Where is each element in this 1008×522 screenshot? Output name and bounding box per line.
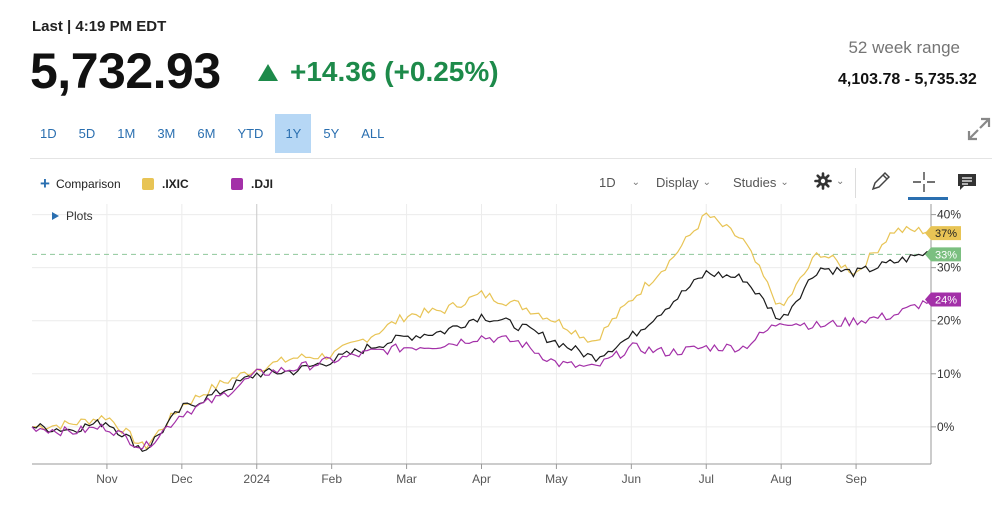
series-value-flag-0: [925, 226, 961, 241]
range-button-5y[interactable]: 5Y: [323, 126, 340, 141]
range-button-5d[interactable]: 5D: [78, 126, 96, 141]
last-time-label: Last | 4:19 PM EDT: [32, 18, 167, 35]
studies-dropdown[interactable]: Studies ⌄: [733, 175, 789, 190]
series-value-label-1: 33%: [935, 249, 957, 261]
y-tick-label: 0%: [937, 420, 955, 434]
toolbar-divider: [30, 158, 992, 159]
chevron-down-icon: ⌄: [780, 177, 789, 188]
display-label: Display: [656, 175, 699, 190]
display-dropdown[interactable]: Display ⌄: [656, 175, 711, 190]
x-tick-label: Feb: [321, 472, 342, 486]
crosshair-active-indicator: [908, 197, 948, 200]
plots-label: Plots: [66, 209, 93, 223]
range-button-1d[interactable]: 1D: [40, 126, 57, 141]
range-button-all[interactable]: ALL: [361, 126, 385, 141]
current-price: 5,732.93: [30, 43, 221, 99]
range-button-ytd[interactable]: YTD: [237, 126, 264, 141]
gear-icon: [814, 172, 832, 190]
expand-icon[interactable]: [966, 116, 992, 142]
toolbar-separator: [855, 168, 856, 198]
studies-label: Studies: [733, 175, 777, 190]
chart-axes: 40% 30% 20% 10% 0% Nov Dec 2024 Feb Mar Apr May Jun J…: [32, 204, 961, 486]
interval-label: 1D: [599, 175, 616, 190]
legend-dji[interactable]: .DJI: [231, 177, 273, 191]
chart-settings-button[interactable]: ⌄: [814, 172, 844, 190]
chevron-down-icon: ⌄: [836, 175, 845, 187]
x-tick-label: 2024: [243, 472, 270, 486]
price-change: +14.36 (+0.25%): [258, 56, 499, 88]
crosshair-icon[interactable]: [911, 170, 937, 194]
up-arrow-icon: [258, 63, 278, 81]
x-tick-label: Jun: [622, 472, 641, 486]
comparison-label: Comparison: [55, 177, 121, 191]
chart-series: [31, 212, 932, 453]
week-range-label: 52 week range: [848, 38, 960, 57]
series-value-label-2: 24%: [935, 295, 957, 307]
chevron-down-icon: ⌄: [702, 177, 712, 188]
x-tick-label: Jul: [699, 472, 714, 486]
time-range-selector: 1D 5D 1M 3M 6M YTD 1Y 5Y ALL: [30, 114, 396, 153]
price-change-value: +14.36 (+0.25%): [290, 56, 499, 87]
x-tick-label: Nov: [96, 472, 117, 486]
plots-toggle[interactable]: Plots: [52, 209, 93, 223]
legend-swatch-ixic: [142, 178, 154, 190]
caret-right-icon: [52, 212, 59, 220]
chart-value-labels: 37% 33% 24%: [925, 226, 961, 307]
legend-ixic[interactable]: .IXIC: [142, 177, 189, 191]
x-tick-label: Sep: [845, 472, 867, 486]
x-tick-label: Aug: [770, 472, 791, 486]
interval-dropdown[interactable]: 1D ⌄: [599, 175, 640, 190]
range-button-1m[interactable]: 1M: [117, 126, 136, 141]
x-tick-label: Mar: [396, 472, 417, 486]
plus-icon: +: [40, 174, 50, 193]
week-range-value: 4,103.78 - 5,735.32: [838, 71, 977, 88]
legend-label-ixic: .IXIC: [162, 177, 189, 191]
y-tick-label: 10%: [937, 367, 961, 381]
y-tick-label: 30%: [937, 261, 961, 275]
x-tick-label: Apr: [472, 472, 491, 486]
range-button-3m[interactable]: 3M: [157, 126, 176, 141]
x-tick-label: May: [545, 472, 568, 486]
range-button-1y[interactable]: 1Y: [275, 114, 312, 153]
legend-swatch-dji: [231, 178, 243, 190]
series-value-flag-2: [925, 292, 961, 307]
range-button-6m[interactable]: 6M: [197, 126, 216, 141]
series-line-2: [31, 299, 932, 450]
chevron-down-icon: ⌄: [631, 177, 641, 188]
legend-label-dji: .DJI: [251, 177, 274, 191]
draw-pencil-icon[interactable]: [868, 170, 894, 194]
comment-icon[interactable]: [954, 170, 980, 194]
add-comparison-button[interactable]: + Comparison: [40, 174, 121, 193]
x-tick-label: Dec: [171, 472, 192, 486]
y-tick-label: 20%: [937, 314, 961, 328]
series-line-1: [31, 251, 932, 453]
series-value-label-0: 37%: [935, 228, 957, 240]
series-value-flag-1: [925, 247, 961, 262]
y-tick-label: 40%: [937, 208, 961, 222]
